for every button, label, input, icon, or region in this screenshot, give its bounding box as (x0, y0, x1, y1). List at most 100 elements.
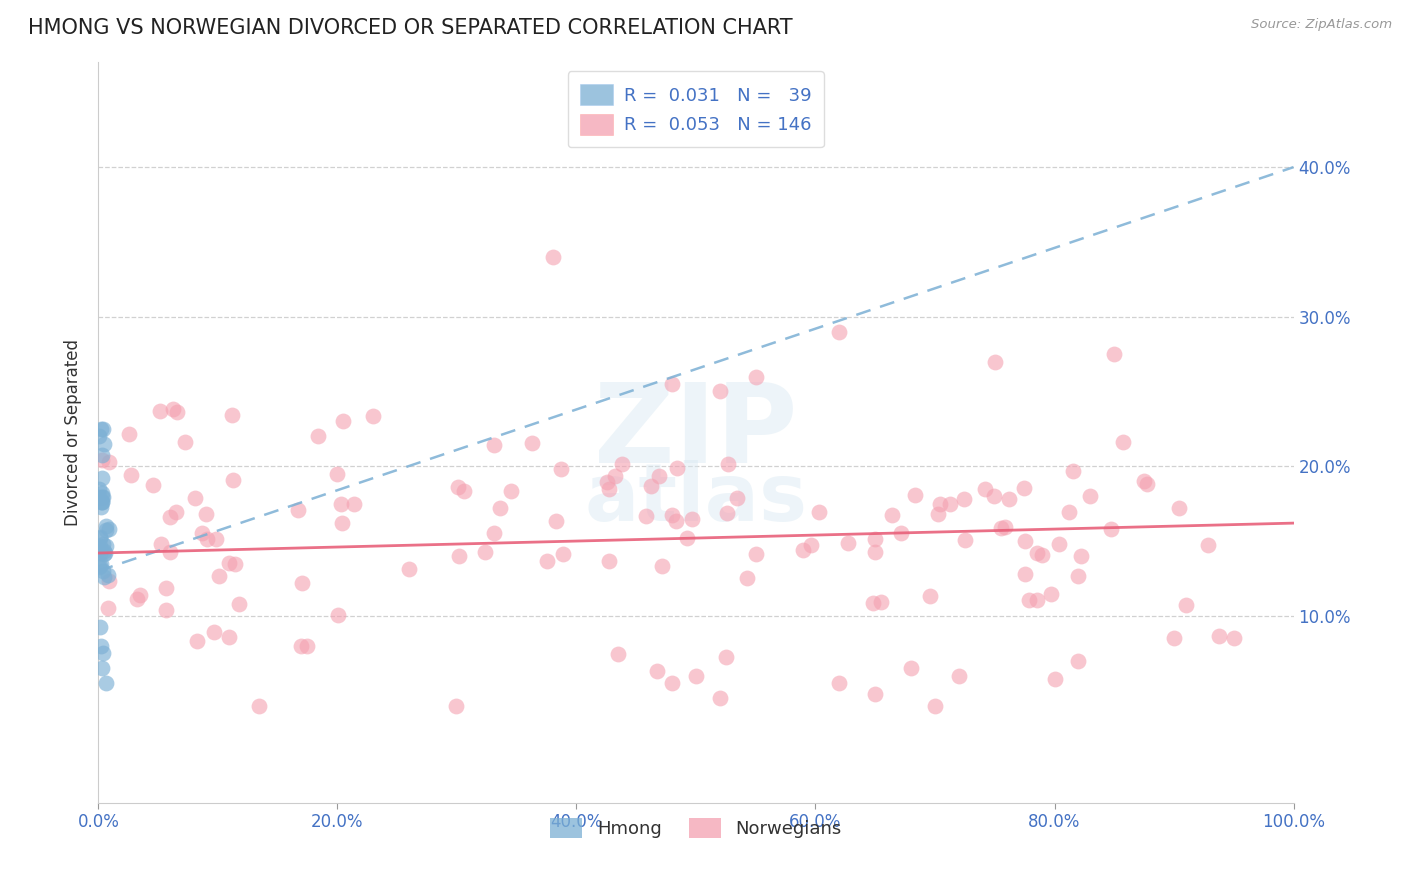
Point (890, 526, 912, 541)
Point (162, 402, 184, 417)
Point (165, 505, 187, 519)
Point (745, 548, 768, 562)
Point (93, 570, 115, 584)
Point (159, 545, 181, 559)
Text: ZIP: ZIP (595, 379, 797, 486)
Point (447, 549, 470, 564)
Point (1047, 536, 1070, 550)
Point (661, 377, 683, 392)
Point (89, 530, 111, 544)
Point (610, 457, 633, 471)
Point (685, 668, 707, 682)
Point (205, 533, 228, 547)
Point (520, 436, 543, 450)
Point (929, 497, 952, 511)
Point (202, 625, 225, 640)
Point (224, 557, 246, 571)
Point (90, 491, 112, 505)
Point (661, 508, 683, 523)
Point (1112, 435, 1135, 450)
Point (398, 562, 420, 576)
Point (927, 507, 949, 521)
Point (862, 596, 884, 610)
Point (93, 437, 115, 451)
Point (828, 676, 851, 690)
Point (332, 414, 354, 428)
Point (295, 640, 318, 654)
Point (453, 483, 475, 498)
Point (125, 592, 148, 607)
Point (184, 491, 207, 506)
Point (173, 434, 195, 449)
Point (499, 483, 522, 498)
Point (149, 404, 172, 418)
Point (536, 554, 558, 568)
Point (218, 630, 240, 644)
Point (191, 526, 214, 541)
Point (882, 508, 904, 523)
Point (709, 691, 731, 706)
Point (128, 588, 150, 602)
Point (159, 510, 181, 524)
Point (1067, 654, 1090, 668)
Point (186, 634, 208, 648)
Point (983, 490, 1005, 504)
Point (90, 471, 112, 485)
Point (939, 497, 962, 511)
Point (195, 532, 218, 546)
Point (647, 664, 669, 678)
Point (675, 531, 697, 545)
Point (984, 354, 1007, 368)
Point (1018, 593, 1040, 607)
Point (1025, 546, 1047, 560)
Point (91, 494, 114, 508)
Point (661, 676, 683, 690)
Point (89, 546, 111, 560)
Point (87, 482, 110, 496)
Point (605, 469, 627, 483)
Point (709, 384, 731, 399)
Point (1043, 672, 1066, 686)
Point (828, 325, 851, 339)
Point (553, 547, 575, 561)
Point (990, 521, 1012, 535)
Point (207, 569, 229, 583)
Point (361, 409, 384, 424)
Point (727, 491, 749, 506)
Point (98, 455, 121, 469)
Point (482, 525, 505, 540)
Point (90, 485, 112, 500)
Point (94, 524, 117, 538)
Point (90, 422, 112, 436)
Point (488, 500, 510, 515)
Point (717, 458, 740, 472)
Point (155, 581, 177, 595)
Point (221, 409, 243, 423)
Point (735, 571, 758, 585)
Point (91, 564, 114, 578)
Point (155, 603, 177, 617)
Point (87, 490, 110, 504)
Point (330, 498, 353, 512)
Point (90, 495, 112, 509)
Point (998, 491, 1021, 506)
Point (94, 547, 117, 561)
Point (1208, 629, 1230, 643)
Point (1174, 598, 1197, 612)
Point (166, 405, 188, 419)
Point (120, 467, 142, 482)
Point (598, 482, 620, 496)
Point (837, 536, 859, 550)
Point (1014, 481, 1036, 495)
Point (343, 498, 366, 512)
Point (808, 505, 831, 519)
Point (222, 473, 245, 487)
Point (716, 649, 738, 664)
Point (89, 558, 111, 573)
Point (330, 516, 353, 531)
Point (1031, 548, 1053, 562)
Point (1014, 566, 1036, 581)
Point (118, 427, 141, 442)
Y-axis label: Divorced or Separated: Divorced or Separated (65, 339, 83, 526)
Point (326, 467, 349, 481)
